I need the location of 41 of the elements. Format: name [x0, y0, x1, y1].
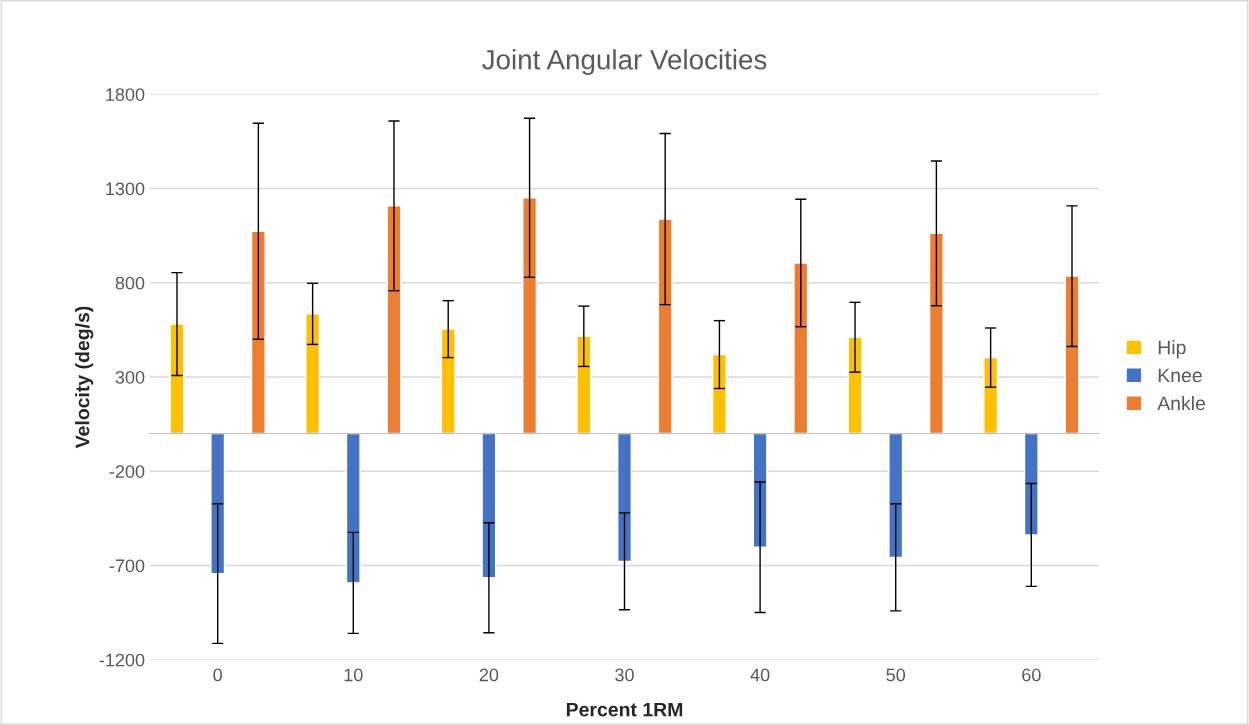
bar — [210, 432, 226, 575]
bar — [847, 336, 863, 435]
y-tick-label: 300 — [115, 370, 145, 384]
bar — [752, 432, 768, 548]
x-tick-label: 40 — [750, 668, 770, 682]
bar — [386, 205, 402, 435]
bar — [481, 432, 497, 579]
x-axis-title: Percent 1RM — [566, 702, 683, 717]
x-tick-label: 20 — [479, 668, 499, 682]
bar — [250, 230, 266, 435]
y-tick-label: -700 — [109, 559, 145, 573]
bar — [928, 232, 944, 435]
bar — [522, 197, 538, 435]
y-tick-label: -1200 — [99, 653, 145, 667]
y-tick-label: -200 — [109, 465, 145, 478]
bar — [888, 432, 904, 559]
bar — [983, 356, 999, 435]
x-tick-label: 50 — [886, 668, 906, 682]
bar — [657, 218, 673, 435]
bar — [440, 328, 456, 435]
bar — [576, 335, 592, 435]
bar — [711, 353, 727, 435]
x-tick-label: 30 — [615, 668, 634, 682]
bar — [793, 262, 809, 435]
bar — [1023, 432, 1039, 536]
y-tick-label: 1300 — [106, 182, 145, 196]
y-tick-label: 1800 — [106, 88, 145, 101]
legend-label: Knee — [1158, 368, 1202, 383]
legend-label: Ankle — [1157, 395, 1205, 411]
y-tick-label: 800 — [115, 276, 145, 290]
y-axis-title: Velocity (deg/s) — [75, 306, 94, 449]
bar — [1064, 275, 1080, 435]
x-tick-label: 0 — [213, 668, 222, 682]
bar — [345, 432, 361, 584]
x-tick-label: 60 — [1022, 668, 1041, 682]
chart-title: Joint Angular Velocities — [482, 49, 767, 76]
legend-label: Hip — [1158, 340, 1186, 359]
bar — [305, 313, 321, 435]
x-tick-label: 10 — [344, 668, 363, 682]
bar — [617, 432, 632, 563]
bar — [169, 323, 185, 435]
